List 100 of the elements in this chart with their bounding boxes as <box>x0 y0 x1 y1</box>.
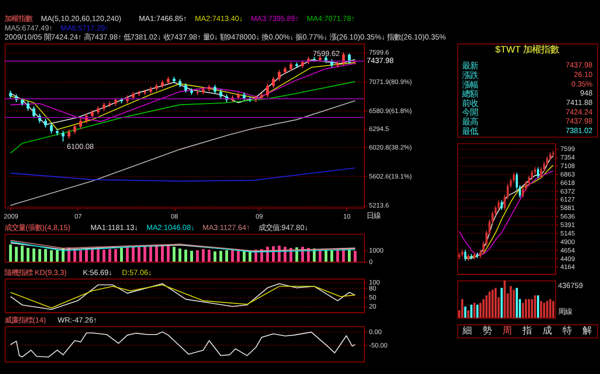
annotation: 7599.62 <box>312 49 340 58</box>
text: MA2:7413.40↓ <box>194 14 243 24</box>
text: MA3:7395.89↑ <box>250 14 299 24</box>
chart-subtitle: 2009/10/05 開7424.24↑ 高7437.98↑ 低7381.02↓ 收7437.98↑ 量0↓ 額9478000↓ 換0.00%↓ 振0.77%↓ 漲(26.10)0.35%↓ 指數(26.10)0.35% <box>4 32 446 42</box>
bar <box>120 248 123 262</box>
bar <box>510 286 512 318</box>
annotation: 6100.08 <box>66 142 94 152</box>
text: 周線 <box>558 307 572 316</box>
text: 0.35% <box>571 79 593 88</box>
candlestick <box>62 130 64 142</box>
category-label: 細 <box>462 326 472 336</box>
bar <box>143 246 146 262</box>
series-label: WR:-47.26↑ <box>58 315 98 324</box>
bar <box>479 302 482 318</box>
bar <box>138 246 140 262</box>
category-label: 勢 <box>482 326 492 336</box>
category-label: 成 <box>542 326 552 336</box>
bar <box>516 288 518 318</box>
bar <box>537 295 540 318</box>
line-series <box>10 100 356 206</box>
bar <box>500 288 503 318</box>
series-label: MA1:1181.13↓ <box>90 223 138 232</box>
bar <box>184 250 188 262</box>
bar <box>102 250 106 262</box>
bar <box>488 292 491 318</box>
bar <box>50 250 53 262</box>
chart-title: 隨機指標 KD(9,3,3) <box>4 268 68 277</box>
bar <box>476 304 478 318</box>
bar <box>470 304 472 318</box>
text: 7437.98 <box>566 60 593 70</box>
bar <box>155 246 158 262</box>
candlestick <box>278 70 281 82</box>
bar <box>114 249 118 262</box>
bar <box>190 250 193 262</box>
bar <box>504 280 506 318</box>
bar <box>534 295 536 318</box>
candlestick <box>272 76 275 88</box>
line-series <box>10 331 356 358</box>
text: 948 <box>580 88 593 98</box>
bar <box>196 250 199 262</box>
bar <box>494 288 497 318</box>
bar <box>38 249 42 262</box>
bar <box>524 299 527 318</box>
bar <box>464 306 466 318</box>
bar <box>202 249 205 262</box>
bar <box>473 302 476 318</box>
bar <box>552 300 554 318</box>
line-series <box>10 81 356 154</box>
chart-title: 威廉指標(14) <box>4 315 46 324</box>
category-label: 周 <box>502 326 512 336</box>
bar <box>354 250 357 262</box>
category-label: 前收 <box>462 98 478 108</box>
bar <box>20 246 24 262</box>
bar <box>9 244 12 262</box>
text: MA5:6747.49↑ <box>4 23 53 32</box>
text: MA1:7466.85↑ <box>138 14 187 24</box>
bar <box>96 248 100 262</box>
bar <box>485 295 488 318</box>
bar <box>79 250 82 262</box>
bar <box>126 247 129 262</box>
text: $TWT 加權指數 <box>495 44 560 55</box>
line-series <box>10 167 356 182</box>
bar <box>85 249 88 262</box>
series-label: MA3:1127.64↑ <box>202 223 250 232</box>
candlestick <box>26 100 30 112</box>
text: 26.10 <box>574 70 593 79</box>
candlestick <box>537 166 540 179</box>
text: 7411.88 <box>566 98 593 107</box>
bar <box>549 299 552 318</box>
bar <box>26 248 30 262</box>
category-label: 最新 <box>462 60 478 71</box>
category-label: 漲幅 <box>462 79 478 90</box>
chart-title: 成交量(張數)(4,8,15) <box>4 223 71 232</box>
category-label: 漲跌 <box>462 70 478 80</box>
text: MA4:7071.78↑ <box>306 14 355 24</box>
bar <box>522 302 524 318</box>
category-label: 指 <box>522 326 532 336</box>
category-label: 今開 <box>462 107 478 118</box>
category-label: 特 <box>562 326 572 336</box>
candlestick <box>266 83 269 98</box>
text: 7381.02 <box>566 126 593 135</box>
candlestick <box>184 82 188 93</box>
legend-title: MA(5,10,20,60,120,240) <box>40 14 122 24</box>
text: MA6:5717.29↑ <box>60 23 109 32</box>
candlestick <box>500 200 503 210</box>
bar <box>44 249 47 262</box>
series-label: D:57.06↓ <box>122 268 152 277</box>
bar <box>530 299 534 318</box>
category-label: 最低 <box>462 126 478 136</box>
bar <box>172 246 176 262</box>
category-label: 解 <box>582 326 592 336</box>
bar <box>208 250 211 262</box>
chart-subtitle: 成交值:947.80↓ <box>258 223 308 232</box>
bar <box>546 300 548 318</box>
bar <box>231 250 234 262</box>
bar <box>32 248 36 262</box>
candlestick <box>68 129 70 140</box>
bar <box>225 250 228 262</box>
candlestick <box>79 118 82 130</box>
category-label: 總額 <box>460 88 478 99</box>
